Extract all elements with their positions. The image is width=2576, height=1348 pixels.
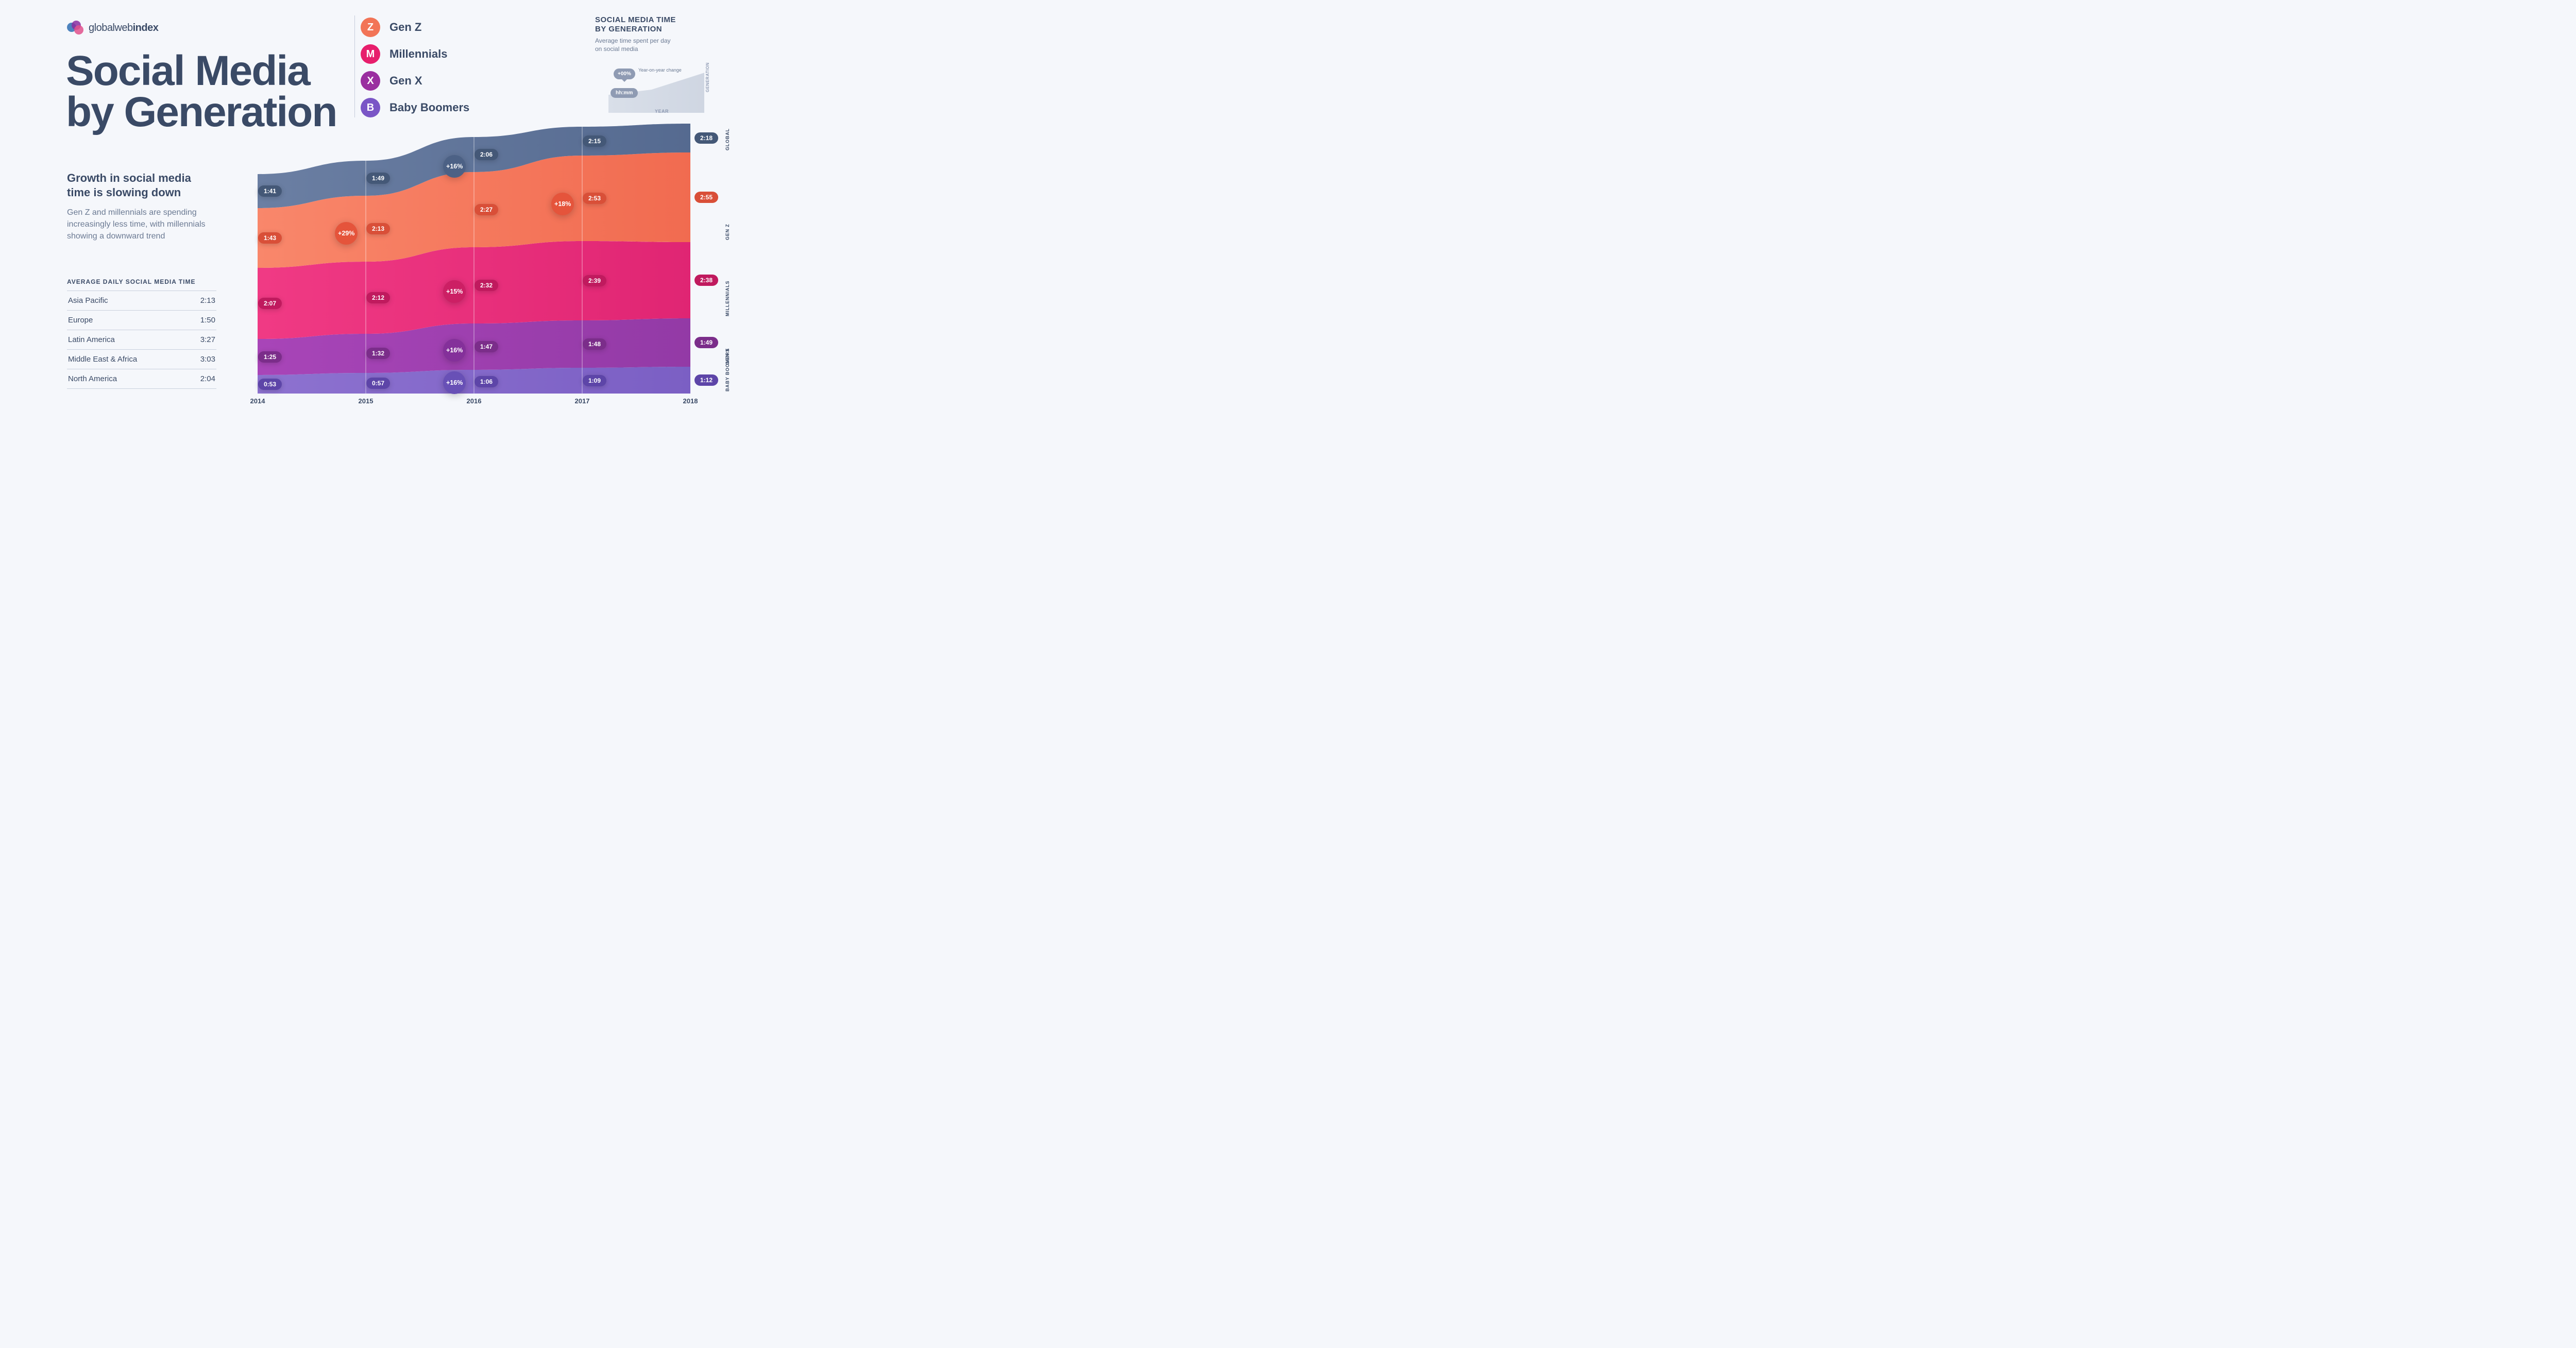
legend-row: B Baby Boomers [361, 98, 526, 117]
time-pill: 2:32 [474, 280, 498, 291]
key-title: SOCIAL MEDIA TIME BY GENERATION [595, 15, 755, 34]
narrative-block: Growth in social media time is slowing d… [67, 171, 216, 243]
legend-badge: B [361, 98, 380, 117]
end-time-pill: 2:18 [694, 132, 718, 144]
legend-label: Baby Boomers [389, 101, 469, 114]
legend-row: M Millennials [361, 44, 526, 64]
time-pill: 1:32 [366, 348, 390, 359]
time-pill: 0:53 [258, 379, 282, 390]
time-pill: 1:47 [474, 341, 498, 352]
brand-logo-mark [67, 21, 84, 35]
end-time-pill: 2:38 [694, 275, 718, 286]
narrative-body: Gen Z and millennials are spending incre… [67, 207, 216, 243]
time-pill: 1:43 [258, 232, 282, 244]
band-side-label: GLOBAL [725, 128, 730, 150]
table-time: 2:04 [200, 374, 215, 383]
table-row: Asia Pacific 2:13 [67, 291, 216, 311]
x-axis-year: 2015 [359, 397, 374, 405]
table-region: Latin America [68, 335, 115, 344]
key-hhmm-pill: hh:mm [611, 88, 638, 98]
table-region: North America [68, 374, 117, 383]
time-pill: 2:15 [583, 135, 606, 147]
time-pill: 1:48 [583, 338, 606, 350]
key-yoy-bubble: +00% [614, 69, 635, 79]
time-pill: 2:53 [583, 193, 606, 204]
yoy-bubble: +18% [551, 193, 574, 215]
table-row: North America 2:04 [67, 369, 216, 389]
time-pill: 1:49 [366, 173, 390, 184]
time-pill: 1:06 [474, 376, 498, 387]
band-side-label: MILLENNIALS [725, 281, 730, 316]
logo-dot-3 [74, 25, 83, 35]
page-title: Social Media by Generation [66, 50, 336, 133]
yoy-bubble: +29% [335, 222, 358, 245]
brand-prefix: global [89, 22, 114, 33]
time-pill: 2:39 [583, 275, 606, 286]
legend-label: Gen Z [389, 21, 421, 34]
legend-row: X Gen X [361, 71, 526, 91]
yoy-bubble: +16% [443, 155, 466, 178]
time-pill: 0:57 [366, 378, 390, 389]
key-year-label: YEAR [655, 109, 669, 114]
brand-mid: web [114, 22, 132, 33]
legend-badge: Z [361, 18, 380, 37]
table-time: 3:27 [200, 335, 215, 344]
chart-key: SOCIAL MEDIA TIME BY GENERATION Average … [595, 15, 755, 118]
table-title: AVERAGE DAILY SOCIAL MEDIA TIME [67, 278, 216, 285]
time-pill: 2:12 [366, 292, 390, 303]
time-pill: 2:27 [474, 204, 498, 215]
key-yoy-label: Year-on-year change [638, 67, 682, 73]
key-generation-label: GENERATION [705, 62, 710, 92]
generation-legend: Z Gen Z M Millennials X Gen X B Baby Boomers [361, 18, 526, 125]
time-pill: 1:25 [258, 351, 282, 363]
yoy-bubble: +16% [443, 371, 466, 394]
table-region: Middle East & Africa [68, 355, 137, 364]
brand-logo-text: globalwebindex [89, 22, 158, 34]
table-region: Asia Pacific [68, 296, 108, 305]
band-side-label: GEN Z [725, 224, 730, 240]
table-time: 1:50 [200, 316, 215, 325]
band-side-label: BABY BOOMERS [725, 348, 730, 391]
end-time-pill: 1:12 [694, 374, 718, 386]
table-time: 2:13 [200, 296, 215, 305]
key-subtitle: Average time spent per day on social med… [595, 37, 755, 53]
legend-label: Gen X [389, 74, 422, 88]
time-pill: 2:06 [474, 149, 498, 160]
legend-row: Z Gen Z [361, 18, 526, 37]
brand-logo: globalwebindex [67, 21, 158, 35]
legend-label: Millennials [389, 47, 447, 61]
narrative-heading: Growth in social media time is slowing d… [67, 171, 216, 199]
table-region: Europe [68, 316, 93, 325]
key-mini-diagram: +00% Year-on-year change hh:mm YEAR GENE… [595, 60, 755, 118]
legend-divider [354, 15, 355, 117]
time-pill: 2:07 [258, 298, 282, 309]
legend-badge: X [361, 71, 380, 91]
table-row: Europe 1:50 [67, 311, 216, 330]
table-time: 3:03 [200, 355, 215, 364]
legend-badge: M [361, 44, 380, 64]
time-pill: 2:13 [366, 223, 390, 234]
title-line-1: Social Media [66, 47, 310, 94]
time-pill: 1:09 [583, 375, 606, 386]
time-pill: 1:41 [258, 185, 282, 197]
yoy-bubble: +16% [443, 339, 466, 362]
x-axis-year: 2017 [575, 397, 590, 405]
table-row: Latin America 3:27 [67, 330, 216, 350]
x-axis-year: 2016 [467, 397, 482, 405]
brand-suffix: index [133, 22, 159, 33]
end-time-pill: 1:49 [694, 337, 718, 348]
table-row: Middle East & Africa 3:03 [67, 350, 216, 369]
end-time-pill: 2:55 [694, 192, 718, 203]
region-time-table: AVERAGE DAILY SOCIAL MEDIA TIME Asia Pac… [67, 278, 216, 389]
generation-area-chart: 1:41 1:49 2:06 2:15 2:18 GLOBAL 1:43 2:13 2:27 2:… [246, 124, 742, 394]
x-axis-year: 2018 [683, 397, 698, 405]
yoy-bubble: +15% [443, 280, 466, 303]
x-axis-year: 2014 [250, 397, 265, 405]
